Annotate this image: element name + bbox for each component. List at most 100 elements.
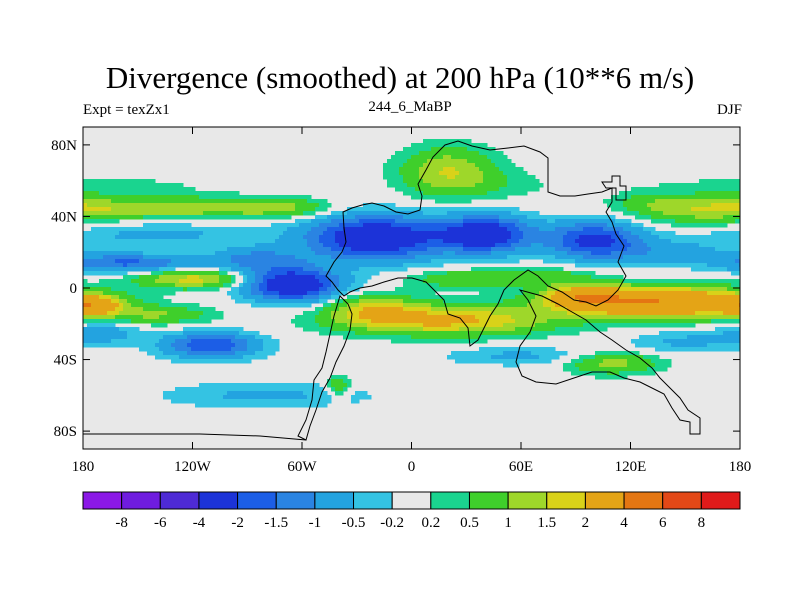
- contour-cell: [135, 207, 140, 212]
- contour-cell: [391, 251, 396, 256]
- contour-cell: [243, 211, 248, 216]
- contour-cell: [343, 335, 348, 340]
- contour-cell: [303, 295, 308, 300]
- contour-cell: [259, 303, 264, 308]
- contour-cell: [395, 227, 400, 232]
- contour-cell: [355, 255, 360, 260]
- contour-cell: [467, 139, 472, 144]
- contour-cell: [543, 351, 548, 356]
- contour-cell: [467, 167, 472, 172]
- contour-cell: [359, 283, 364, 288]
- contour-cell: [587, 247, 592, 252]
- contour-cell: [431, 291, 436, 296]
- contour-cell: [251, 391, 256, 396]
- contour-cell: [303, 279, 308, 284]
- contour-cell: [187, 287, 192, 292]
- contour-cell: [375, 311, 380, 316]
- contour-cell: [407, 231, 412, 236]
- contour-cell: [327, 327, 332, 332]
- contour-cell: [207, 319, 212, 324]
- contour-cell: [547, 291, 552, 296]
- contour-cell: [463, 175, 468, 180]
- contour-cell: [243, 391, 248, 396]
- contour-cell: [395, 167, 400, 172]
- contour-cell: [479, 347, 484, 352]
- contour-cell: [471, 259, 476, 264]
- contour-cell: [207, 255, 212, 260]
- contour-cell: [511, 299, 516, 304]
- contour-cell: [99, 323, 104, 328]
- contour-cell: [535, 187, 540, 192]
- contour-cell: [87, 283, 92, 288]
- contour-cell: [559, 279, 564, 284]
- contour-cell: [283, 271, 288, 276]
- contour-cell: [215, 403, 220, 408]
- contour-cell: [559, 283, 564, 288]
- contour-cell: [215, 239, 220, 244]
- contour-cell: [303, 195, 308, 200]
- contour-cell: [295, 315, 300, 320]
- contour-cell: [179, 231, 184, 236]
- contour-cell: [487, 327, 492, 332]
- contour-cell: [487, 151, 492, 156]
- contour-cell: [507, 235, 512, 240]
- contour-cell: [571, 371, 576, 376]
- contour-cell: [195, 355, 200, 360]
- contour-cell: [367, 331, 372, 336]
- contour-cell: [567, 287, 572, 292]
- contour-cell: [131, 191, 136, 196]
- contour-cell: [115, 259, 120, 264]
- contour-cell: [167, 355, 172, 360]
- contour-cell: [523, 279, 528, 284]
- contour-cell: [515, 223, 520, 228]
- contour-cell: [167, 319, 172, 324]
- contour-cell: [183, 359, 188, 364]
- contour-cell: [147, 351, 152, 356]
- contour-cell: [143, 263, 148, 268]
- contour-cell: [583, 327, 588, 332]
- contour-cell: [467, 275, 472, 280]
- contour-cell: [323, 231, 328, 236]
- contour-cell: [267, 343, 272, 348]
- contour-cell: [187, 359, 192, 364]
- contour-cell: [495, 275, 500, 280]
- contour-cell: [563, 303, 568, 308]
- contour-cell: [191, 203, 196, 208]
- contour-cell: [179, 339, 184, 344]
- contour-cell: [587, 243, 592, 248]
- contour-cell: [255, 243, 260, 248]
- contour-cell: [395, 303, 400, 308]
- contour-cell: [107, 239, 112, 244]
- contour-cell: [443, 179, 448, 184]
- contour-cell: [255, 207, 260, 212]
- contour-cell: [459, 279, 464, 284]
- contour-cell: [447, 151, 452, 156]
- contour-cell: [439, 339, 444, 344]
- contour-cell: [543, 215, 548, 220]
- contour-cell: [403, 299, 408, 304]
- contour-cell: [475, 195, 480, 200]
- contour-cell: [291, 247, 296, 252]
- contour-cell: [155, 227, 160, 232]
- contour-cell: [319, 387, 324, 392]
- contour-cell: [543, 315, 548, 320]
- contour-cell: [355, 219, 360, 224]
- contour-cell: [507, 355, 512, 360]
- contour-cell: [195, 315, 200, 320]
- contour-cell: [447, 147, 452, 152]
- contour-cell: [175, 275, 180, 280]
- contour-cell: [191, 359, 196, 364]
- contour-cell: [247, 339, 252, 344]
- contour-cell: [395, 183, 400, 188]
- contour-cell: [539, 303, 544, 308]
- contour-cell: [523, 231, 528, 236]
- contour-cell: [383, 235, 388, 240]
- contour-cell: [155, 223, 160, 228]
- contour-cell: [439, 275, 444, 280]
- contour-cell: [235, 291, 240, 296]
- contour-cell: [171, 283, 176, 288]
- contour-cell: [387, 331, 392, 336]
- contour-cell: [135, 215, 140, 220]
- contour-cell: [323, 243, 328, 248]
- contour-cell: [323, 403, 328, 408]
